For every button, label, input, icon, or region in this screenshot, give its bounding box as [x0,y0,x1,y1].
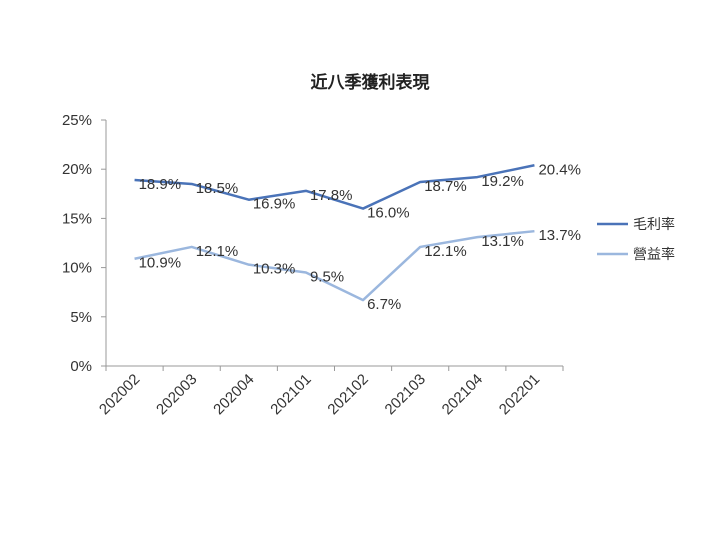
data-label: 10.9% [139,255,182,272]
data-label: 16.0% [367,205,410,222]
x-tick-label: 202102 [324,371,371,418]
chart-title: 近八季獲利表現 [311,72,430,93]
axes: 0% 5% 10% 15% 20% 25% 202002 202003 202004 202101… [62,112,564,418]
data-label: 10.3% [253,261,296,278]
data-label: 6.7% [367,296,401,313]
data-labels: 18.9% 18.5% 16.9% 17.8% 16.0% 18.7% 19.2% 20.4%… [139,161,581,313]
x-tick-label: 202003 [153,371,200,418]
data-label: 16.9% [253,196,296,213]
legend-label: 毛利率 [633,216,675,233]
data-label: 18.5% [196,180,239,197]
y-tick-label: 0% [70,358,92,375]
data-label: 19.2% [481,173,524,190]
y-tick-label: 20% [62,161,92,178]
data-label: 18.7% [424,178,467,195]
data-label: 17.8% [310,187,353,204]
x-tick-label: 202101 [267,371,314,418]
data-label: 12.1% [196,243,239,260]
data-label: 18.9% [139,176,182,193]
x-tick-label: 202201 [496,371,543,418]
data-label: 9.5% [310,269,344,286]
data-label: 13.1% [481,233,524,250]
y-tick-label: 10% [62,260,92,277]
x-tick-label: 202104 [439,371,486,418]
data-label: 13.7% [538,227,581,244]
y-tick-label: 15% [62,210,92,227]
y-tick-label: 5% [70,309,92,326]
legend-label: 營益率 [633,246,675,263]
x-tick-label: 202004 [210,371,257,418]
data-label: 12.1% [424,243,467,260]
series-line [134,164,535,210]
x-tick-label: 202103 [382,371,429,418]
x-tick-label: 202002 [96,371,143,418]
series-line [134,229,535,302]
y-tick-label: 25% [62,112,92,129]
data-label: 20.4% [538,161,581,178]
series-group [134,164,535,302]
